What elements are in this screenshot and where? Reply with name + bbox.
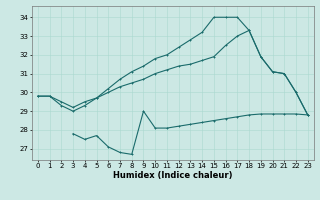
- X-axis label: Humidex (Indice chaleur): Humidex (Indice chaleur): [113, 171, 233, 180]
